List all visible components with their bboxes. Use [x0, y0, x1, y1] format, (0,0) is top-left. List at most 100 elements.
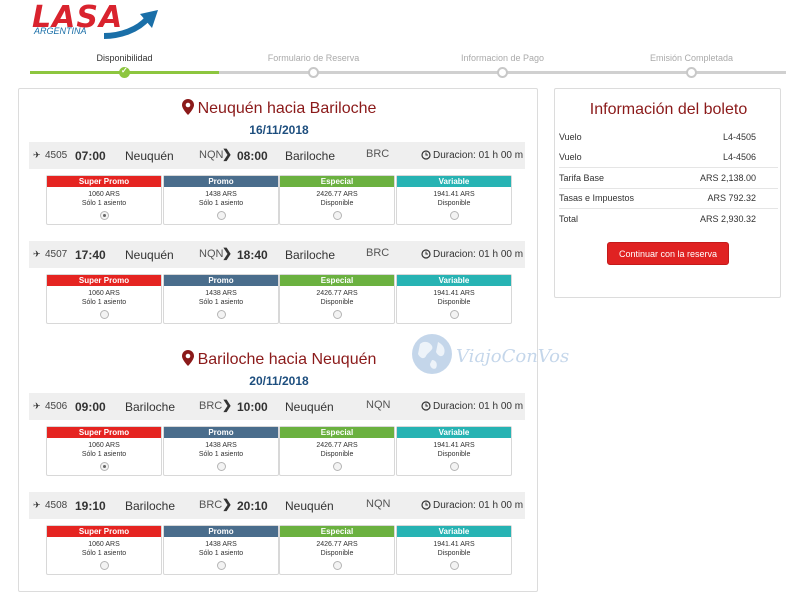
info-value: L4-4506	[722, 152, 756, 162]
step-dot	[308, 67, 319, 78]
flight-number: 4505	[45, 150, 68, 161]
departure-time: 19:10	[75, 499, 106, 513]
continue-reservation-button[interactable]: Continuar con la reserva	[607, 242, 729, 265]
destination-city: Neuquén	[285, 400, 334, 414]
fare-price: 1941.41 ARS	[433, 290, 475, 297]
fare-radio[interactable]	[216, 561, 226, 570]
origin-city: Neuquén	[125, 149, 174, 163]
flight-number: 4507	[45, 249, 68, 260]
fare-variable[interactable]: Variable 1941.41 ARS Disponible	[396, 274, 512, 324]
fare-name: Super Promo	[47, 427, 161, 438]
globe-icon	[412, 334, 452, 374]
destination-code: BRC	[366, 247, 390, 259]
fare-radio[interactable]	[449, 561, 459, 570]
ticket-info-title: Información del boleto	[589, 101, 748, 118]
origin-city: Neuquén	[125, 248, 174, 262]
fare-promo[interactable]: Promo 1438 ARS Sólo 1 asiento	[163, 426, 279, 476]
outbound-route-title: Neuquén hacia Bariloche	[19, 99, 539, 118]
info-label: Vuelo	[559, 152, 582, 162]
fare-availability: Disponible	[320, 299, 354, 306]
fare-radio[interactable]	[449, 310, 459, 319]
fare-super-promo[interactable]: Super Promo 1060 ARS Sólo 1 asiento	[46, 175, 162, 225]
lasa-logo[interactable]: LASA ARGENTINA	[28, 2, 168, 42]
fare-name: Super Promo	[47, 176, 161, 187]
destination-code: NQN	[366, 498, 391, 510]
route-title-text: Bariloche hacia Neuquén	[197, 351, 377, 368]
divider	[559, 188, 778, 189]
info-value: ARS 2,138.00	[699, 173, 756, 183]
arrival-time: 10:00	[237, 400, 268, 414]
inbound-date: 20/11/2018	[249, 374, 309, 388]
fare-availability: Sólo 1 asiento	[198, 200, 244, 207]
fare-radio[interactable]	[332, 462, 342, 471]
fare-radio[interactable]	[449, 211, 459, 220]
flight-duration: Duracion: 01 h 00 m	[433, 249, 524, 260]
fare-variable[interactable]: Variable 1941.41 ARS Disponible	[396, 525, 512, 575]
fare-radio[interactable]	[216, 462, 226, 471]
step-label: Disponibilidad	[96, 53, 153, 63]
fare-variable[interactable]: Variable 1941.41 ARS Disponible	[396, 426, 512, 476]
step-label: Emisión Completada	[649, 53, 734, 63]
chevron-right-icon: ❯	[222, 497, 233, 511]
logo-brand: LASA	[32, 0, 124, 35]
fare-radio[interactable]	[332, 211, 342, 220]
fare-availability: Sólo 1 asiento	[81, 299, 127, 306]
step-formulario: Formulario de Reserva	[219, 50, 408, 78]
step-label: Formulario de Reserva	[267, 53, 360, 63]
flight-row: ✈ 4508 19:10 Bariloche BRC ❯ 20:10 Neuqu…	[29, 492, 525, 519]
arrival-time: 18:40	[237, 248, 268, 262]
plane-icon: ✈	[33, 150, 41, 160]
fare-price: 2426.77 ARS	[316, 541, 358, 548]
fare-especial[interactable]: Especial 2426.77 ARS Disponible	[279, 274, 395, 324]
fare-promo[interactable]: Promo 1438 ARS Sólo 1 asiento	[163, 274, 279, 324]
fare-name: Especial	[280, 275, 394, 286]
step-dot	[686, 67, 697, 78]
fare-radio[interactable]	[449, 462, 459, 471]
step-pago: Informacion de Pago	[408, 50, 597, 78]
fare-availability: Sólo 1 asiento	[81, 451, 127, 458]
fare-availability: Sólo 1 asiento	[198, 451, 244, 458]
fare-promo[interactable]: Promo 1438 ARS Sólo 1 asiento	[163, 525, 279, 575]
watermark-text: ViajoConVos	[456, 346, 570, 367]
watermark: ViajoConVos	[410, 330, 580, 382]
destination-code: NQN	[366, 399, 391, 411]
info-row: Total ARS 2,930.32	[559, 209, 778, 229]
fare-super-promo[interactable]: Super Promo 1060 ARS Sólo 1 asiento	[46, 274, 162, 324]
departure-time: 17:40	[75, 248, 106, 262]
fare-radio[interactable]	[216, 211, 226, 220]
fare-availability: Sólo 1 asiento	[198, 299, 244, 306]
plane-icon: ✈	[33, 500, 41, 510]
fare-name: Promo	[164, 275, 278, 286]
step-dot	[497, 67, 508, 78]
fare-radio[interactable]	[332, 310, 342, 319]
plane-icon: ✈	[33, 249, 41, 259]
fare-radio[interactable]	[99, 462, 109, 471]
fare-super-promo[interactable]: Super Promo 1060 ARS Sólo 1 asiento	[46, 525, 162, 575]
info-label: Tarifa Base	[559, 173, 605, 183]
arrival-time: 08:00	[237, 149, 268, 163]
fare-availability: Disponible	[320, 200, 354, 207]
ticket-info-panel: Información del boleto Vuelo L4-4505 Vue…	[554, 88, 781, 298]
fare-especial[interactable]: Especial 2426.77 ARS Disponible	[279, 175, 395, 225]
fare-promo[interactable]: Promo 1438 ARS Sólo 1 asiento	[163, 175, 279, 225]
fare-radio[interactable]	[99, 211, 109, 220]
fare-especial[interactable]: Especial 2426.77 ARS Disponible	[279, 525, 395, 575]
origin-code: BRC	[199, 499, 223, 511]
fare-super-promo[interactable]: Super Promo 1060 ARS Sólo 1 asiento	[46, 426, 162, 476]
fare-radio[interactable]	[99, 561, 109, 570]
fare-availability: Disponible	[437, 299, 471, 306]
fare-variable[interactable]: Variable 1941.41 ARS Disponible	[396, 175, 512, 225]
fare-radio[interactable]	[99, 310, 109, 319]
destination-city: Bariloche	[285, 149, 336, 163]
flight-number: 4506	[45, 401, 68, 412]
fare-radio[interactable]	[332, 561, 342, 570]
fare-name: Especial	[280, 427, 394, 438]
fare-availability: Disponible	[320, 550, 354, 557]
origin-code: NQN	[199, 149, 224, 161]
fare-name: Variable	[397, 176, 511, 187]
flights-panel: Neuquén hacia Bariloche 16/11/2018 ✈ 450…	[18, 88, 538, 592]
fare-radio[interactable]	[216, 310, 226, 319]
fare-especial[interactable]: Especial 2426.77 ARS Disponible	[279, 426, 395, 476]
fare-price: 2426.77 ARS	[316, 191, 358, 198]
clock-icon	[421, 499, 431, 513]
